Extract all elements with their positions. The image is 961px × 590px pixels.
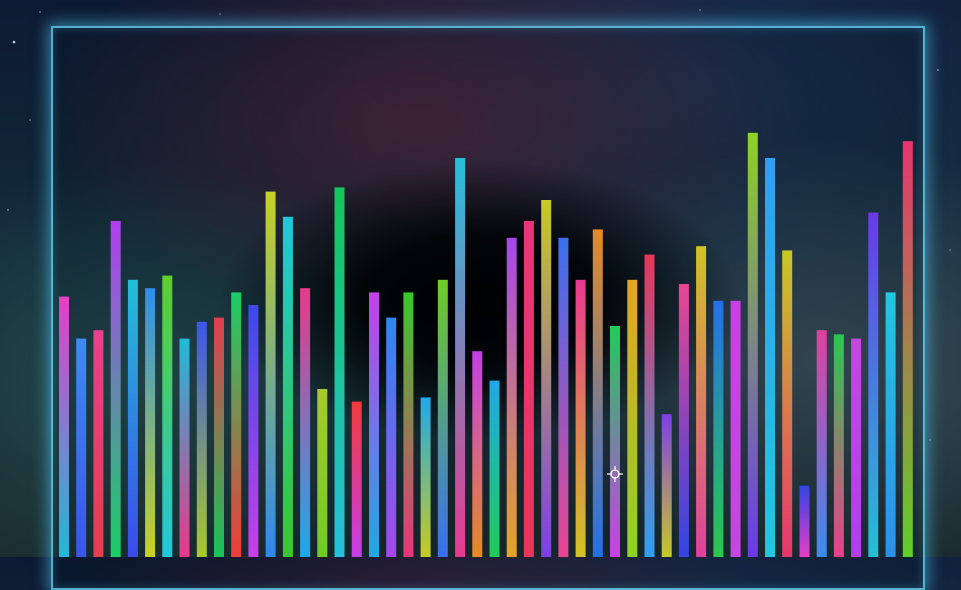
bar-49 — [885, 292, 896, 557]
bar-32 — [592, 229, 603, 557]
bar-23 — [437, 279, 448, 557]
bar-30 — [558, 237, 569, 557]
bar-43 — [782, 250, 793, 557]
bar-50 — [902, 141, 913, 557]
bar-13 — [265, 191, 276, 557]
bar-2 — [76, 338, 87, 557]
bar-8 — [179, 338, 190, 557]
bar-6 — [145, 288, 156, 557]
bar-36 — [661, 414, 672, 557]
bar-14 — [282, 216, 293, 557]
bar-35 — [644, 254, 655, 557]
bar-12 — [248, 305, 259, 557]
bar-18 — [351, 401, 362, 557]
bar-47 — [851, 338, 862, 557]
bar-16 — [317, 389, 328, 557]
bar-9 — [196, 321, 207, 557]
bar-5 — [127, 279, 138, 557]
bar-24 — [455, 158, 466, 557]
starfield-background — [39, 11, 931, 441]
bar-48 — [868, 212, 879, 557]
bar-21 — [403, 292, 414, 557]
bar-3 — [93, 330, 104, 557]
crosshair-icon — [607, 466, 623, 482]
bar-45 — [816, 330, 827, 557]
bar-17 — [334, 187, 345, 557]
bar-34 — [627, 279, 638, 557]
visualizer-frame — [51, 26, 925, 590]
bar-27 — [506, 237, 517, 557]
bar-42 — [765, 158, 775, 557]
bar-38 — [696, 246, 707, 557]
bar-chart — [59, 132, 913, 557]
bar-15 — [300, 288, 311, 557]
bar-37 — [678, 284, 689, 557]
bar-1 — [59, 296, 69, 557]
bar-33 — [610, 326, 620, 557]
bar-20 — [386, 317, 397, 557]
bar-29 — [541, 200, 552, 557]
bar-10 — [214, 317, 224, 557]
bar-4 — [110, 221, 121, 557]
bar-46 — [833, 334, 844, 557]
bar-25 — [472, 351, 483, 557]
bar-28 — [523, 221, 534, 557]
bar-26 — [489, 380, 500, 557]
bar-40 — [730, 300, 741, 557]
bar-11 — [231, 292, 242, 557]
bar-39 — [713, 300, 724, 557]
bar-31 — [575, 279, 586, 557]
bar-41 — [747, 132, 758, 557]
bar-44 — [799, 485, 810, 557]
bar-19 — [369, 292, 379, 557]
bar-22 — [420, 397, 431, 557]
bar-7 — [162, 275, 173, 557]
